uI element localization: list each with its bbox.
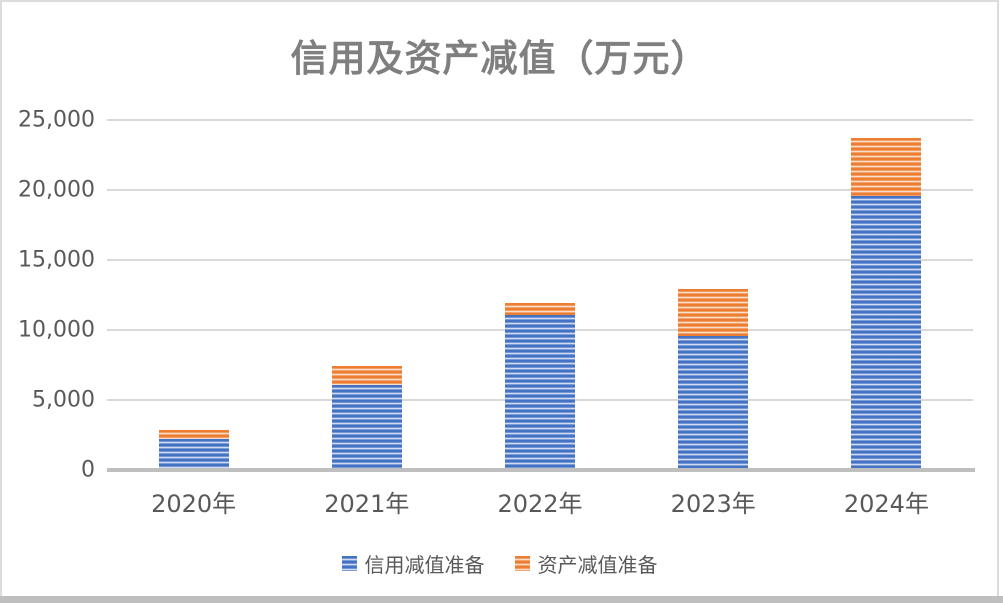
legend: 信用减值准备 资产减值准备	[2, 549, 997, 578]
x-tick-label: 2020年	[151, 490, 237, 518]
bar-segment-资产减值准备	[331, 366, 402, 385]
plot-area	[107, 119, 973, 470]
y-tick-label: 5,000	[32, 387, 95, 413]
bottom-edge-strip	[0, 596, 1003, 603]
y-tick-label: 15,000	[18, 247, 95, 273]
x-tick-label: 2022年	[497, 490, 583, 518]
bar-column-2022年	[453, 120, 626, 470]
bar-segment-信用减值准备	[851, 195, 922, 470]
bar-segment-资产减值准备	[851, 138, 922, 196]
legend-swatch-icon	[341, 556, 357, 571]
y-axis-labels: 0 5,000 10,000 15,000 20,000 25,000	[2, 108, 95, 483]
bar-column-2024年	[800, 120, 973, 470]
x-tick-label: 2024年	[843, 490, 929, 518]
bar-segment-信用减值准备	[331, 384, 402, 470]
bar-segment-信用减值准备	[678, 335, 749, 470]
chart-title: 信用及资产减值（万元）	[290, 37, 709, 80]
legend-swatch-icon	[514, 556, 530, 571]
bar-segment-信用减值准备	[505, 314, 575, 470]
bar-segment-资产减值准备	[505, 303, 575, 315]
x-tick-label: 2023年	[670, 490, 756, 518]
bars-group	[107, 120, 973, 470]
gridline	[107, 119, 973, 121]
bar-column-2020年	[107, 120, 280, 470]
bar-segment-信用减值准备	[158, 439, 229, 470]
gridline	[107, 259, 973, 261]
y-tick-label: 10,000	[18, 317, 95, 343]
x-tick-label: 2021年	[324, 490, 410, 518]
y-tick-label: 25,000	[18, 107, 95, 133]
y-tick-label: 20,000	[18, 177, 95, 203]
bar-segment-资产减值准备	[678, 289, 749, 336]
legend-label: 信用减值准备	[364, 553, 485, 577]
legend-label: 资产减值准备	[537, 553, 658, 577]
x-axis-line	[107, 468, 975, 472]
bar-column-2023年	[627, 120, 800, 470]
legend-item-资产减值准备: 资产减值准备	[514, 549, 658, 578]
x-axis-labels: 2020年 2021年 2022年 2023年 2024年	[107, 484, 973, 519]
gridline	[107, 189, 973, 191]
bar-segment-资产减值准备	[158, 430, 229, 440]
legend-item-信用减值准备: 信用减值准备	[341, 549, 485, 578]
bar-column-2021年	[280, 120, 453, 470]
y-tick-label: 0	[81, 457, 95, 483]
